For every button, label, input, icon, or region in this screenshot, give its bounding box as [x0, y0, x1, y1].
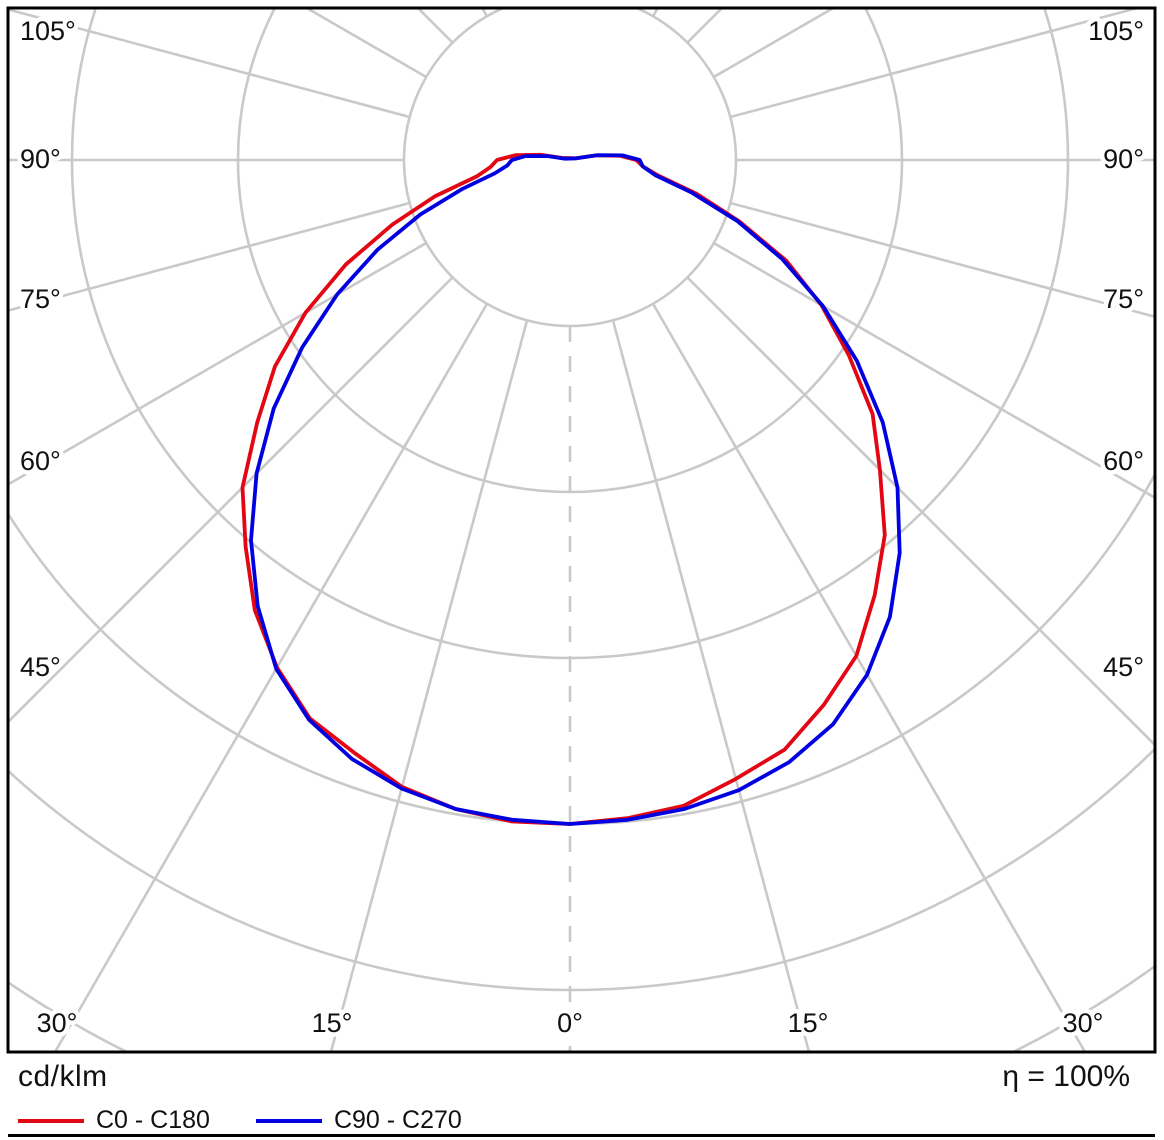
angle-tick-label: 15°	[312, 1008, 353, 1038]
grid-radial-line	[9, 241, 427, 486]
plot-border	[6, 6, 1157, 1054]
grid-radial-line	[686, 276, 1154, 746]
legend-swatch-c90-c270	[255, 1118, 322, 1123]
footer-rule	[8, 1134, 1155, 1137]
angle-tick-label: 45°	[1103, 652, 1144, 682]
angle-tick-label: 75°	[1103, 284, 1144, 314]
legend-item-c0-c180: C0 - C180	[18, 1106, 210, 1135]
chart-footer: cd/klm η = 100% C0 - C180 C90 - C270	[0, 1054, 1164, 1140]
grid-radial-line	[9, 276, 454, 723]
angle-tick-label: 105°	[1088, 16, 1144, 46]
angle-tick-label: 105°	[20, 16, 76, 46]
grid-radial-line	[9, 201, 410, 312]
angle-tick-label: 45°	[20, 652, 61, 682]
angle-tick-label: 0°	[557, 1008, 583, 1038]
grid-radial-line	[330, 320, 529, 1051]
angle-tick-label: 75°	[20, 284, 61, 314]
angle-tick-label: 30°	[1063, 1008, 1104, 1038]
angle-tick-labels: 105° 90° 75° 60° 45° 105° 90° 75° 60° 45° 30° 15° 0°…	[16, 12, 1149, 1043]
angle-tick-label: 15°	[788, 1008, 829, 1038]
legend-label-c0-c180: C0 - C180	[96, 1106, 210, 1134]
grid-radial-line	[730, 9, 1137, 119]
curve-c90-c270	[249, 153, 902, 826]
grid-radial-line	[611, 320, 810, 1051]
units-label: cd/klm	[18, 1060, 108, 1093]
grid-radial-line	[730, 201, 1154, 318]
grid-radial-line	[713, 241, 1154, 499]
angle-tick-label: 60°	[1103, 446, 1144, 476]
curve-c0-c180	[240, 152, 887, 826]
grid-ring	[9, 473, 1154, 826]
legend-label-c90-c270: C90 - C270	[333, 1106, 462, 1134]
efficiency-label: η = 100%	[1002, 1060, 1130, 1093]
footer-top-row: cd/klm η = 100%	[0, 1054, 1164, 1094]
grid-radial-line	[54, 303, 489, 1051]
angle-tick-label: 60°	[20, 446, 61, 476]
angle-tick-label: 30°	[37, 1008, 78, 1038]
legend-swatch-c0-c180	[18, 1118, 84, 1123]
angle-tick-label: 90°	[20, 144, 61, 174]
series-curves	[240, 152, 902, 826]
grid-ring	[9, 748, 1154, 992]
grid-ring	[402, 9, 738, 328]
legend: C0 - C180 C90 - C270	[0, 1094, 1164, 1135]
polar-plot-canvas: 105° 90° 75° 60° 45° 105° 90° 75° 60° 45° 30° 15° 0°…	[6, 6, 1157, 1054]
legend-item-c90-c270: C90 - C270	[255, 1106, 462, 1135]
angle-tick-label: 90°	[1103, 144, 1144, 174]
grid-radial-line	[651, 303, 1086, 1051]
grid-radial-line	[9, 9, 410, 119]
